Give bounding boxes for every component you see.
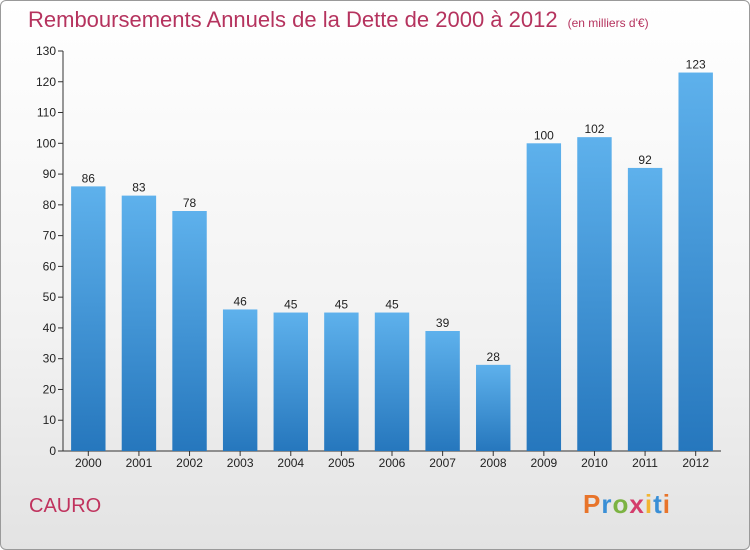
bar-2010 — [577, 137, 612, 451]
chart-unit: (en milliers d'€) — [567, 16, 649, 30]
data-label: 123 — [686, 58, 706, 72]
chart-title: Remboursements Annuels de la Dette de 20… — [28, 7, 649, 33]
y-tick-label: 80 — [43, 198, 57, 212]
data-label: 78 — [183, 196, 197, 210]
y-tick-label: 20 — [43, 382, 57, 396]
bar-2009 — [526, 143, 562, 452]
y-tick-label: 120 — [36, 75, 56, 89]
logo-letter: t — [653, 489, 663, 519]
data-label: 45 — [284, 298, 298, 312]
x-tick-label: 2002 — [176, 456, 203, 470]
y-tick-label: 10 — [43, 413, 57, 427]
bar-2002 — [172, 211, 207, 451]
y-tick-label: 110 — [37, 106, 56, 120]
y-tick-label: 0 — [49, 444, 56, 458]
x-tick-label: 2008 — [480, 456, 507, 470]
data-label: 86 — [82, 171, 96, 185]
bar-2001 — [121, 195, 157, 451]
bar-2011 — [627, 167, 663, 451]
logo-letter: i — [662, 489, 671, 519]
logo-letter: o — [612, 489, 630, 519]
y-tick-label: 70 — [43, 229, 57, 243]
y-tick-label: 130 — [36, 44, 56, 58]
x-tick-label: 2003 — [227, 456, 254, 470]
x-tick-label: 2001 — [126, 456, 153, 470]
chart-title-text: Remboursements Annuels de la Dette de 20… — [28, 7, 558, 32]
x-tick-label: 2010 — [581, 456, 608, 470]
bar-2000 — [71, 186, 106, 451]
x-tick-label: 2005 — [328, 456, 355, 470]
data-label: 39 — [436, 316, 450, 330]
bar-2012 — [678, 72, 713, 452]
x-tick-label: 2011 — [632, 456, 658, 470]
x-tick-label: 2009 — [530, 456, 557, 470]
data-label: 45 — [385, 298, 399, 312]
bar-2003 — [222, 309, 258, 451]
data-label: 83 — [132, 181, 146, 195]
x-tick-label: 2006 — [379, 456, 406, 470]
y-tick-label: 50 — [43, 290, 57, 304]
y-tick-label: 30 — [43, 352, 57, 366]
y-tick-label: 40 — [43, 321, 57, 335]
logo-letter: P — [583, 489, 602, 519]
x-tick-label: 2000 — [75, 456, 102, 470]
proxiti-logo: Proxiti — [583, 489, 671, 520]
bar-2005 — [324, 312, 359, 451]
bar-2006 — [374, 312, 410, 451]
data-label: 102 — [584, 122, 604, 136]
y-tick-label: 100 — [36, 136, 56, 150]
logo-letter: x — [629, 489, 645, 519]
bar-2004 — [273, 312, 308, 451]
commune-name: CAURO — [29, 495, 102, 517]
bar-2008 — [476, 364, 511, 451]
data-label: 46 — [233, 294, 247, 308]
data-label: 45 — [335, 298, 349, 312]
y-tick-label: 60 — [43, 259, 57, 273]
x-tick-label: 2004 — [277, 456, 304, 470]
logo-letter: r — [601, 489, 613, 519]
y-tick-label: 90 — [43, 167, 57, 181]
x-tick-label: 2007 — [429, 456, 456, 470]
data-label: 28 — [487, 350, 501, 364]
data-label: 100 — [534, 128, 554, 142]
x-tick-label: 2012 — [682, 456, 709, 470]
data-label: 92 — [638, 153, 652, 167]
logo-letter: i — [644, 489, 654, 519]
bar-2007 — [425, 331, 460, 451]
